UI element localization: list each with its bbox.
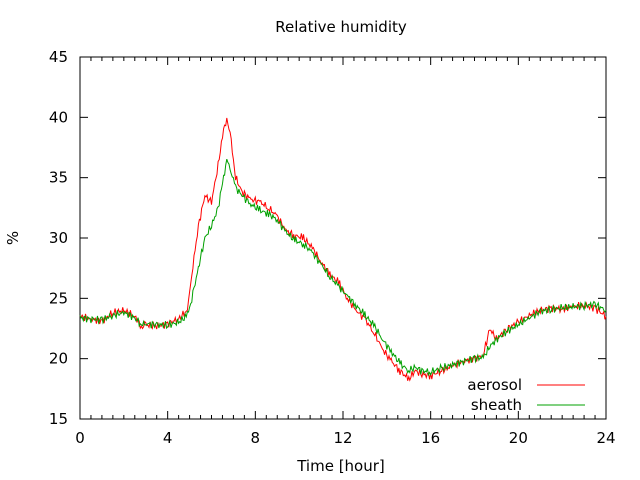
plot-frame (79, 56, 607, 420)
x-axis-label: Time [hour] (296, 457, 385, 475)
y-tick-label: 30 (49, 229, 68, 247)
y-axis-label: % (4, 231, 22, 245)
legend-label-sheath: sheath (471, 396, 522, 414)
y-tick-label: 20 (49, 350, 68, 368)
series-line-sheath (79, 158, 607, 377)
legend-label-aerosol: aerosol (467, 376, 522, 394)
legend: aerosol sheath (467, 376, 585, 414)
y-tick-label: 15 (49, 410, 68, 428)
x-tick-label: 8 (251, 429, 261, 447)
tick-marks: 0 4 8 12 16 20 24 15 20 25 30 35 40 45 (49, 48, 616, 447)
x-tick-label: 20 (509, 429, 528, 447)
series-line-aerosol (79, 117, 607, 382)
series-layer (79, 117, 607, 382)
x-tick-label: 24 (596, 429, 615, 447)
x-tick-label: 0 (75, 429, 85, 447)
y-tick-label: 25 (49, 289, 68, 307)
y-tick-label: 35 (49, 169, 68, 187)
x-tick-label: 16 (421, 429, 440, 447)
x-tick-label: 12 (333, 429, 352, 447)
y-tick-label: 45 (49, 48, 68, 66)
chart-title: Relative humidity (275, 18, 407, 36)
plot-border (79, 56, 607, 420)
x-tick-label: 4 (163, 429, 173, 447)
y-tick-label: 40 (49, 108, 68, 126)
